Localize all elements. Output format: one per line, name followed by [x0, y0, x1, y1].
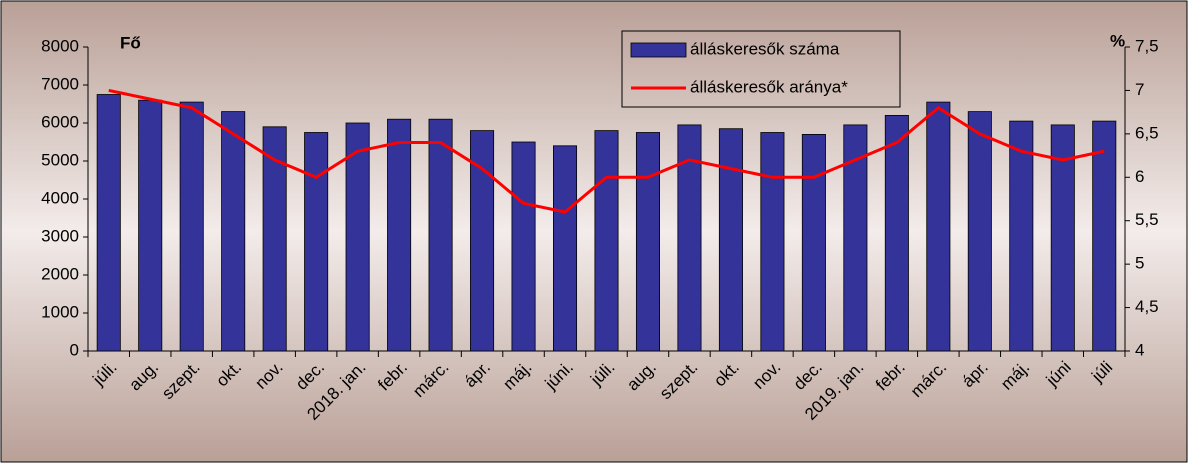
bar	[1092, 120, 1117, 352]
bar	[926, 101, 951, 352]
bar	[262, 126, 287, 352]
legend-swatch	[630, 42, 687, 58]
bar	[221, 111, 246, 352]
y-axis-label: Fő	[120, 33, 141, 52]
legend-box	[621, 30, 901, 108]
legend: álláskeresők száma álláskeresők aránya*	[621, 30, 901, 108]
bar	[801, 133, 826, 352]
line	[108, 88, 1105, 214]
y-tick-label: 4000	[41, 188, 79, 207]
bar	[884, 115, 909, 352]
y-tick-label: 5000	[41, 150, 79, 169]
y2-tick-label: 6,5	[1135, 123, 1159, 142]
bar	[179, 101, 204, 352]
bar	[138, 99, 163, 352]
bar	[1050, 124, 1075, 352]
bar	[470, 130, 495, 352]
y2-tick-label: 7	[1135, 80, 1144, 99]
y2-axis-label: %	[1110, 31, 1125, 50]
bar	[677, 124, 702, 352]
y-tick-label: 2000	[41, 264, 79, 283]
y-tick-label: 3000	[41, 226, 79, 245]
bar	[511, 141, 536, 352]
bar	[760, 132, 785, 352]
bar	[594, 130, 619, 352]
y2-tick-label: 6	[1135, 167, 1144, 186]
bar	[1009, 120, 1034, 352]
legend-label: álláskeresők száma	[690, 39, 840, 58]
bar	[96, 94, 121, 352]
y2-tick-label: 5	[1135, 254, 1144, 273]
bar	[553, 145, 578, 352]
y-tick-label: 1000	[41, 302, 79, 321]
bar	[304, 132, 329, 352]
y-tick-label: 7000	[41, 74, 79, 93]
y-tick-label: 0	[70, 340, 79, 359]
y2-tick-label: 4,5	[1135, 297, 1159, 316]
y2-tick-label: 7,5	[1135, 36, 1159, 55]
y-tick-label: 8000	[41, 36, 79, 55]
bar	[387, 118, 412, 352]
y2-tick-label: 5,5	[1135, 210, 1159, 229]
bar	[843, 124, 868, 352]
bar	[967, 111, 992, 352]
bar	[718, 128, 743, 352]
bar	[345, 122, 370, 352]
bar	[428, 118, 453, 352]
y2-tick-label: 4	[1135, 340, 1144, 359]
bar	[635, 132, 660, 352]
y-tick-label: 6000	[41, 112, 79, 131]
legend-label: álláskeresők aránya*	[690, 77, 848, 96]
